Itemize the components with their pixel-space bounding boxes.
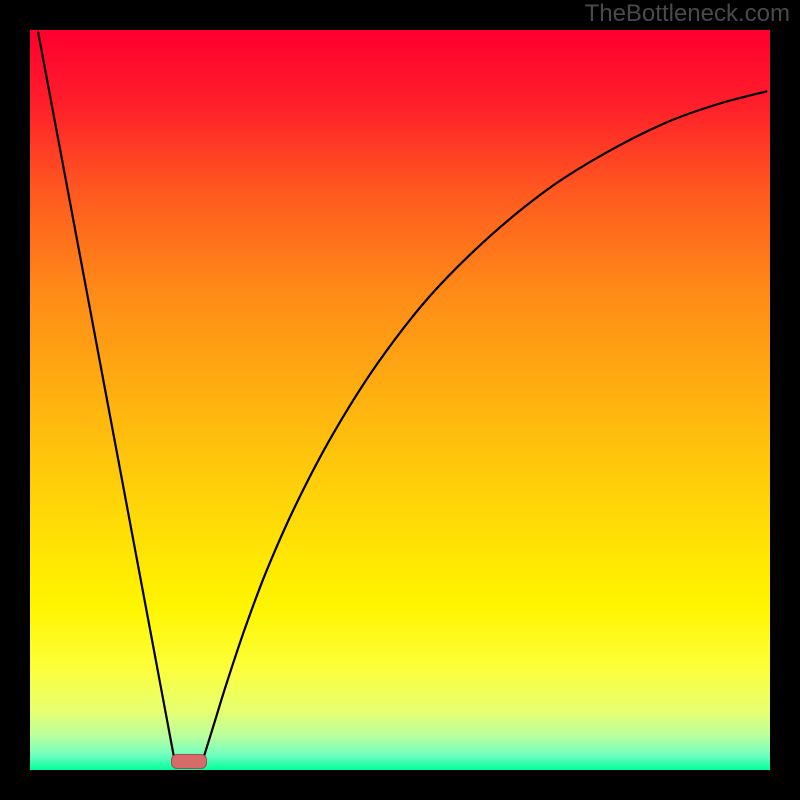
watermark-text: TheBottleneck.com — [585, 0, 790, 28]
chart-stage: TheBottleneck.com — [0, 0, 800, 800]
bottleneck-curve — [30, 30, 770, 770]
plot-frame — [30, 30, 770, 770]
optimal-point-marker — [171, 754, 207, 769]
curve-right-segment — [203, 91, 766, 758]
curve-left-segment — [38, 32, 174, 759]
